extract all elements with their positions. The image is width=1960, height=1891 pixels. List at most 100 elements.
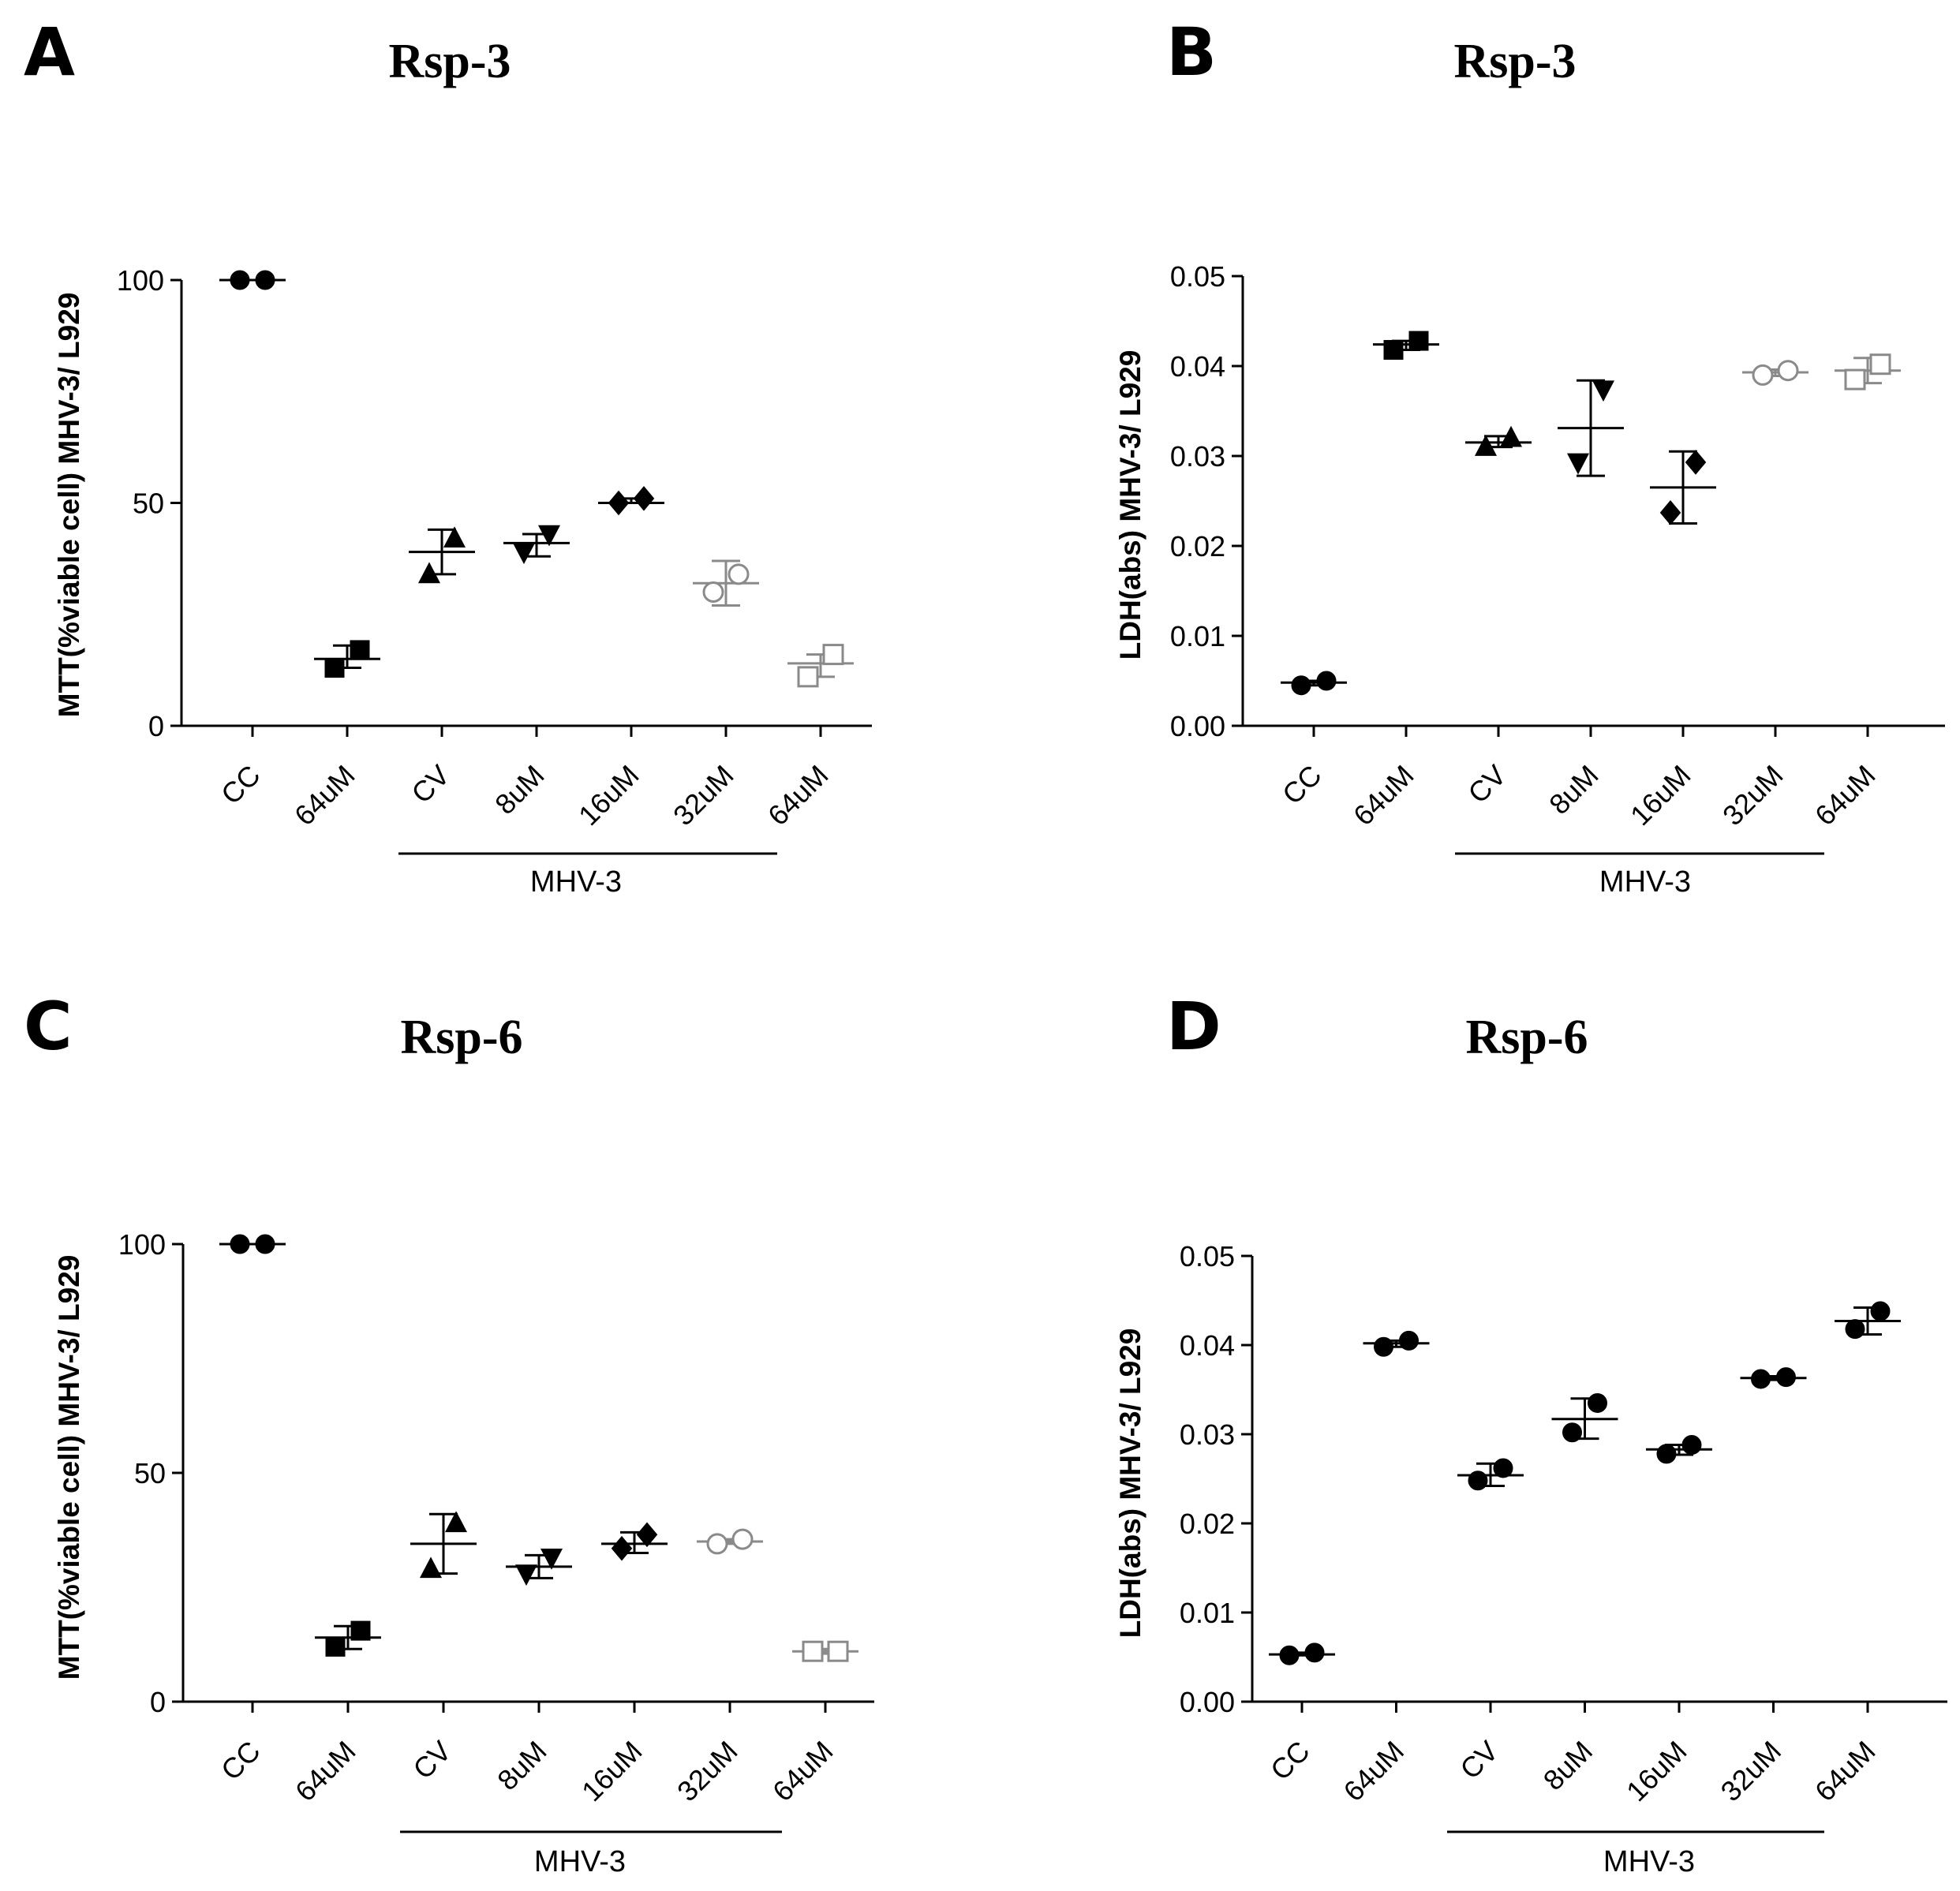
panel-b: B Rsp-3 0.00 0.01 0.02 0.03 0.04 0.05 LDH(abs) M… bbox=[1114, 13, 1945, 899]
series-3 bbox=[506, 1549, 572, 1586]
y-tick-label: 0.03 bbox=[1180, 1418, 1235, 1451]
data-point bbox=[1499, 425, 1523, 447]
data-point bbox=[1870, 1301, 1891, 1321]
panel-letter: C bbox=[24, 988, 73, 1065]
series-1 bbox=[314, 640, 380, 678]
series-6 bbox=[792, 1640, 858, 1662]
series-0 bbox=[1281, 671, 1347, 696]
data-point bbox=[1562, 1422, 1582, 1443]
series-6 bbox=[787, 644, 854, 688]
x-tick-label: 64uM bbox=[1337, 1735, 1410, 1808]
series-5 bbox=[1742, 360, 1809, 386]
series-3 bbox=[1558, 379, 1624, 477]
x-tick-label: 64uM bbox=[1809, 759, 1882, 832]
data-point bbox=[1316, 671, 1337, 691]
x-tick-label: 64uM bbox=[1809, 1735, 1882, 1808]
x-tick-label: 8uM bbox=[1537, 1735, 1599, 1797]
data-point bbox=[1588, 1392, 1607, 1413]
data-point bbox=[1844, 368, 1866, 391]
series-6 bbox=[1835, 353, 1901, 391]
data-point bbox=[230, 270, 250, 290]
x-tick-label: 64uM bbox=[761, 759, 835, 832]
chart-title: Rsp-3 bbox=[1453, 35, 1576, 88]
data-point bbox=[537, 525, 561, 547]
data-point bbox=[1474, 435, 1498, 456]
data-point bbox=[443, 526, 466, 547]
data-point bbox=[514, 1564, 538, 1586]
x-tick-label: 32uM bbox=[671, 1735, 744, 1808]
data-point bbox=[1592, 380, 1615, 402]
y-tick-label: 100 bbox=[117, 264, 164, 297]
series-5 bbox=[697, 1528, 763, 1555]
data-point bbox=[1869, 353, 1891, 376]
y-tick-label: 0.05 bbox=[1170, 260, 1225, 293]
series-3 bbox=[503, 525, 570, 565]
x-tick-label: 8uM bbox=[488, 759, 551, 821]
series-0 bbox=[1269, 1642, 1335, 1665]
y-tick-label: 50 bbox=[133, 488, 164, 520]
group-label: MHV-3 bbox=[1599, 865, 1691, 899]
data-point bbox=[1777, 360, 1799, 382]
data-point bbox=[802, 1640, 824, 1662]
x-tick-label: 32uM bbox=[667, 759, 740, 832]
data-point bbox=[633, 486, 655, 511]
y-tick-label: 0.00 bbox=[1170, 710, 1225, 742]
panel-d: D Rsp-6 0.00 0.01 0.02 0.03 0.04 0.05 LDH(abs) M… bbox=[1114, 988, 1947, 1878]
panel-c: C Rsp-6 0 50 100 MTT(%viable cell) MHV-3/ L92… bbox=[24, 988, 874, 1878]
x-tick-label: CV bbox=[1453, 1735, 1504, 1785]
series-1 bbox=[1363, 1330, 1430, 1357]
data-point bbox=[512, 543, 536, 565]
data-point bbox=[350, 640, 370, 660]
x-tick-label: 8uM bbox=[491, 1735, 553, 1797]
group-label: MHV-3 bbox=[530, 865, 622, 899]
data-point bbox=[1493, 1458, 1513, 1478]
panel-letter: A bbox=[24, 13, 75, 91]
series-0 bbox=[219, 270, 286, 290]
series-4 bbox=[598, 486, 664, 516]
x-tick-label: 8uM bbox=[1543, 759, 1605, 821]
data-point bbox=[1383, 339, 1404, 360]
x-tick-label: 16uM bbox=[575, 1735, 649, 1808]
series-4 bbox=[1646, 1435, 1712, 1464]
x-tick-label: CV bbox=[1461, 759, 1512, 809]
x-tick-label: 32uM bbox=[1714, 1735, 1787, 1808]
x-tick-label: 64uM bbox=[766, 1735, 840, 1808]
panel-a: A Rsp-3 0 50 100 MTT(%viable cell) MHV-3/ L92… bbox=[24, 13, 872, 899]
data-point bbox=[1681, 1435, 1702, 1456]
data-point bbox=[255, 270, 275, 290]
data-point bbox=[1845, 1319, 1865, 1340]
y-tick-label: 0.00 bbox=[1180, 1686, 1235, 1718]
data-point bbox=[444, 1511, 468, 1533]
data-point bbox=[797, 666, 819, 688]
series-4 bbox=[1650, 450, 1716, 525]
y-tick-label: 0 bbox=[148, 710, 164, 742]
data-point bbox=[230, 1234, 250, 1254]
series-2 bbox=[1457, 1458, 1524, 1491]
data-point bbox=[702, 581, 724, 603]
data-point bbox=[608, 490, 630, 516]
x-tick-label: CC bbox=[1264, 1735, 1316, 1787]
y-tick-label: 0.02 bbox=[1180, 1508, 1235, 1540]
y-tick-label: 0.03 bbox=[1170, 440, 1225, 473]
data-point bbox=[1291, 675, 1311, 696]
data-point bbox=[419, 1557, 443, 1579]
data-point bbox=[324, 658, 345, 678]
series-0 bbox=[219, 1234, 286, 1254]
data-point bbox=[350, 1620, 371, 1641]
data-point bbox=[1304, 1642, 1325, 1663]
y-tick-label: 0.01 bbox=[1180, 1597, 1235, 1629]
data-point bbox=[1399, 1330, 1419, 1351]
series-5 bbox=[693, 559, 759, 607]
y-axis-label: MTT(%viable cell) MHV-3/ L929 bbox=[53, 1255, 85, 1680]
x-tick-label: CC bbox=[215, 1735, 267, 1787]
series-4 bbox=[601, 1522, 668, 1561]
x-tick-label: CC bbox=[1276, 759, 1328, 811]
y-tick-label: 50 bbox=[134, 1457, 166, 1489]
y-tick-label: 0.01 bbox=[1170, 620, 1225, 652]
data-point bbox=[1752, 364, 1774, 386]
chart-title: Rsp-3 bbox=[388, 35, 511, 88]
y-tick-label: 0.04 bbox=[1170, 350, 1225, 383]
data-point bbox=[728, 563, 750, 585]
group-label: MHV-3 bbox=[534, 1845, 626, 1878]
